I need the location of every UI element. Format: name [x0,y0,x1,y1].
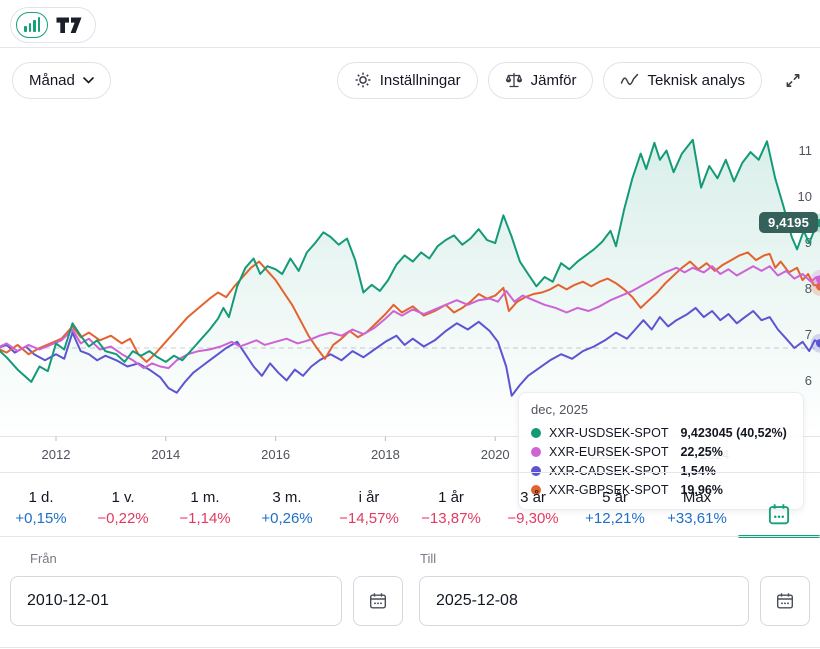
period-label: 3 m. [246,488,328,508]
period-button-5ar[interactable]: 5 år+12,21% [574,480,656,537]
period-button-1ar[interactable]: 1 år−13,87% [410,480,492,537]
last-price-label: 9,4195 [759,212,818,233]
svg-text:10: 10 [798,189,812,204]
periods-divider [0,536,820,537]
calendar-icon [775,591,795,611]
period-change: −0,22% [82,508,164,529]
fullscreen-button[interactable] [778,65,808,95]
scale-icon [505,71,523,89]
technical-analysis-label: Teknisk analys [647,72,745,89]
period-button-1d[interactable]: 1 d.+0,15% [0,480,82,537]
compare-button[interactable]: Jämför [488,62,594,99]
period-change: +33,61% [656,508,738,529]
period-change: −9,30% [492,508,574,529]
svg-text:2014: 2014 [151,447,180,462]
chart-toolbar: Månad Inställningar Jämför [0,58,820,102]
period-button-1v[interactable]: 1 v.−0,22% [82,480,164,537]
tradingview-logo [56,17,83,34]
tradingview-logo-button[interactable] [10,7,96,43]
period-change: +12,21% [574,508,656,529]
compare-label: Jämför [531,72,577,89]
settings-label: Inställningar [380,72,461,89]
calendar-icon [766,502,792,527]
period-change: +0,26% [246,508,328,529]
period-button-3m[interactable]: 3 m.+0,26% [246,480,328,537]
gear-icon [354,71,372,89]
trend-squiggle-icon [620,72,639,88]
from-date-input[interactable]: 2010-12-01 [10,576,342,626]
to-date-input[interactable]: 2025-12-08 [419,576,749,626]
till-label: Till [420,551,436,566]
svg-text:2018: 2018 [371,447,400,462]
chart-canvas[interactable]: 201220142016201820202022202411109876 [0,108,820,472]
period-button-3ar[interactable]: 3 år−9,30% [492,480,574,537]
period-label: i år [328,488,410,508]
period-label: 1 v. [82,488,164,508]
period-label: 1 m. [164,488,246,508]
period-change: +0,15% [0,508,82,529]
svg-text:11: 11 [799,143,813,158]
period-button-1m[interactable]: 1 m.−1,14% [164,480,246,537]
period-change: −13,87% [410,508,492,529]
period-button-max[interactable]: Max+33,61% [656,480,738,537]
chevron-down-icon [83,77,94,84]
period-label: 5 år [574,488,656,508]
settings-button[interactable]: Inställningar [337,62,478,99]
period-change: −14,57% [328,508,410,529]
period-selector: 1 d.+0,15%1 v.−0,22%1 m.−1,14%3 m.+0,26%… [0,480,820,537]
interval-label: Månad [29,72,75,89]
svg-text:2012: 2012 [42,447,71,462]
period-label: 3 år [492,488,574,508]
chart-periods-divider [0,472,820,473]
technical-analysis-button[interactable]: Teknisk analys [603,62,762,99]
header-divider [0,47,820,48]
chart-area[interactable]: 201220142016201820202022202411109876 dec… [0,108,820,472]
period-label: 1 d. [0,488,82,508]
to-calendar-button[interactable] [760,576,810,626]
custom-range-tab[interactable] [738,480,820,537]
svg-text:2020: 2020 [481,447,510,462]
calendar-icon [368,591,388,611]
expand-icon [784,71,802,90]
period-change: −1,14% [164,508,246,529]
period-label: Max [656,488,738,508]
svg-text:2024: 2024 [700,447,729,462]
svg-text:2022: 2022 [591,447,620,462]
from-calendar-button[interactable] [353,576,403,626]
bottom-divider [0,647,820,648]
period-label: 1 år [410,488,492,508]
svg-text:2016: 2016 [261,447,290,462]
bar-chart-icon [16,12,48,38]
period-button-iar[interactable]: i år−14,57% [328,480,410,537]
interval-dropdown[interactable]: Månad [12,62,111,99]
from-label: Från [30,551,57,566]
